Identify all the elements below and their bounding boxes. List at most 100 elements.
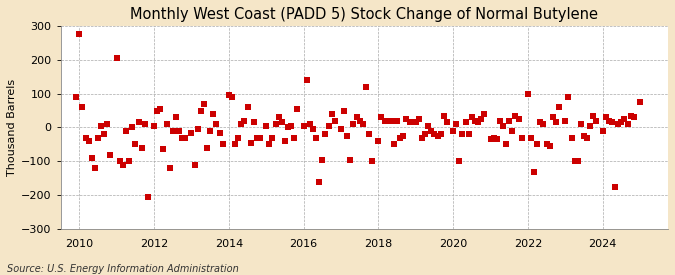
Point [441, 120, 452, 125]
Point [74, 32, 85, 37]
Text: Source: U.S. Energy Information Administration: Source: U.S. Energy Information Administ… [7, 264, 238, 274]
Point [158, 147, 169, 152]
Point [105, 152, 116, 157]
Point [205, 129, 215, 133]
Point [572, 159, 583, 164]
Point [354, 119, 365, 123]
Point [92, 136, 103, 140]
Point [102, 122, 113, 126]
Point [248, 120, 259, 125]
Point [460, 120, 471, 125]
Point [270, 122, 281, 126]
Point [448, 129, 458, 133]
Point [569, 159, 580, 164]
Point [582, 136, 593, 140]
Point [373, 139, 384, 143]
Point [198, 101, 209, 106]
Point [628, 115, 639, 120]
Point [348, 122, 359, 126]
Point [133, 120, 144, 125]
Point [304, 122, 315, 126]
Point [476, 117, 487, 121]
Point [364, 132, 375, 136]
Point [177, 136, 188, 140]
Point [591, 119, 602, 123]
Point [130, 142, 141, 147]
Point [195, 108, 206, 113]
Point [317, 158, 327, 162]
Point [292, 107, 303, 111]
Point [161, 122, 172, 126]
Point [127, 125, 138, 130]
Point [171, 115, 182, 120]
Point [610, 185, 620, 189]
Point [77, 105, 88, 109]
Point [563, 95, 574, 99]
Point [189, 163, 200, 167]
Point [314, 180, 325, 184]
Point [164, 166, 175, 170]
Point [301, 78, 312, 82]
Point [360, 85, 371, 89]
Point [435, 132, 446, 136]
Point [273, 115, 284, 120]
Point [192, 127, 203, 131]
Point [379, 119, 390, 123]
Point [136, 145, 147, 150]
Point [90, 166, 101, 170]
Point [208, 112, 219, 116]
Point [99, 132, 109, 136]
Point [576, 122, 587, 126]
Point [382, 119, 393, 123]
Point [254, 136, 265, 140]
Point [83, 139, 94, 143]
Point [121, 129, 132, 133]
Point [223, 93, 234, 98]
Point [211, 122, 222, 126]
Point [80, 136, 91, 140]
Point [634, 100, 645, 104]
Point [398, 134, 408, 138]
Point [186, 130, 197, 135]
Point [395, 136, 406, 140]
Point [167, 129, 178, 133]
Point [289, 136, 300, 140]
Point [230, 142, 240, 147]
Point [607, 120, 618, 125]
Point [233, 136, 244, 140]
Point [554, 105, 564, 109]
Point [488, 136, 499, 140]
Point [86, 156, 97, 160]
Point [438, 113, 449, 118]
Point [544, 144, 555, 148]
Point [551, 120, 562, 125]
Point [142, 195, 153, 199]
Point [389, 142, 400, 147]
Point [326, 112, 337, 116]
Point [429, 132, 440, 136]
Point [148, 123, 159, 128]
Point [470, 119, 481, 123]
Point [401, 117, 412, 121]
Point [535, 120, 545, 125]
Point [451, 122, 462, 126]
Point [414, 117, 425, 121]
Point [613, 122, 624, 126]
Point [71, 95, 82, 99]
Point [345, 158, 356, 162]
Point [541, 142, 552, 147]
Point [267, 136, 278, 140]
Point [323, 123, 334, 128]
Point [376, 115, 387, 120]
Point [96, 123, 107, 128]
Point [173, 129, 184, 133]
Point [351, 115, 362, 120]
Point [510, 113, 521, 118]
Point [454, 159, 465, 164]
Point [385, 119, 396, 123]
Point [501, 142, 512, 147]
Point [111, 56, 122, 60]
Point [416, 136, 427, 140]
Title: Monthly West Coast (PADD 5) Stock Change of Normal Butylene: Monthly West Coast (PADD 5) Stock Change… [130, 7, 598, 22]
Point [472, 120, 483, 125]
